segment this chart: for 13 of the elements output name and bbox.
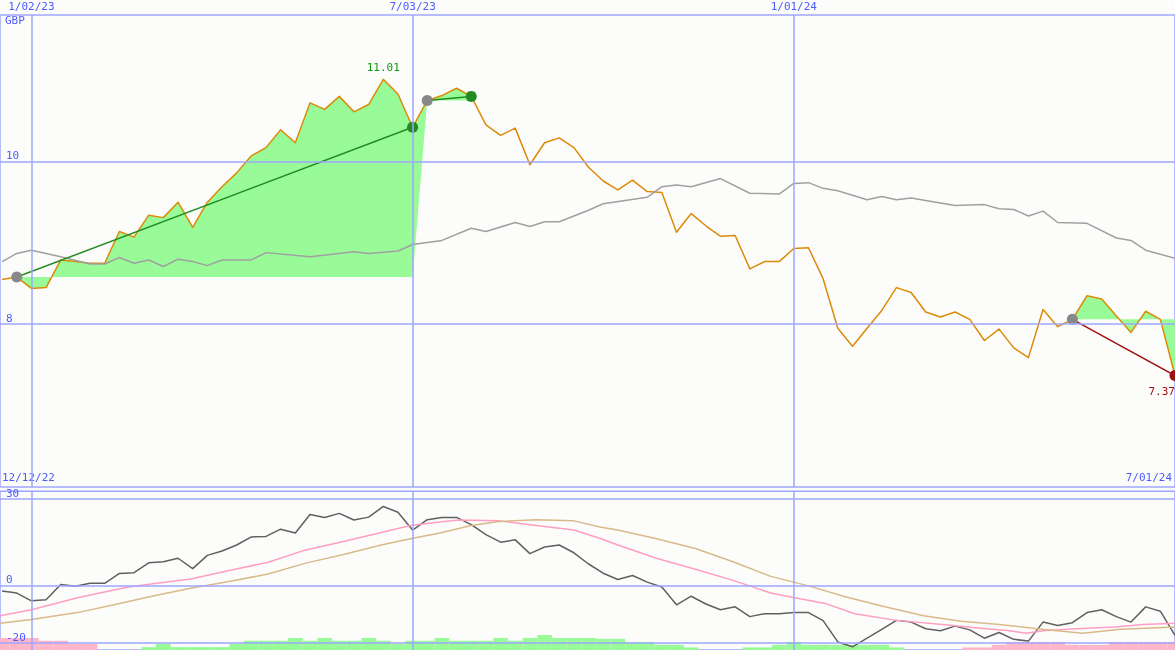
annotation: 7/01/24 xyxy=(1125,471,1173,484)
y-tick-label: -20 xyxy=(6,630,26,644)
annotation: 11.01 xyxy=(366,61,400,75)
y-axis-title: GBP xyxy=(5,14,26,27)
annotation: 12/12/22 xyxy=(2,471,55,484)
x-tick-label: 1/01/24 xyxy=(770,0,818,13)
y-tick-label: 8 xyxy=(6,312,13,326)
annotation: 7.37 xyxy=(1148,384,1175,398)
x-tick-label: 1/02/23 xyxy=(8,0,55,13)
y-tick-label: 10 xyxy=(6,149,20,163)
x-tick-label: 7/03/23 xyxy=(389,0,436,13)
y-tick-label: 0 xyxy=(6,573,13,587)
y-tick-label: 30 xyxy=(6,487,20,500)
